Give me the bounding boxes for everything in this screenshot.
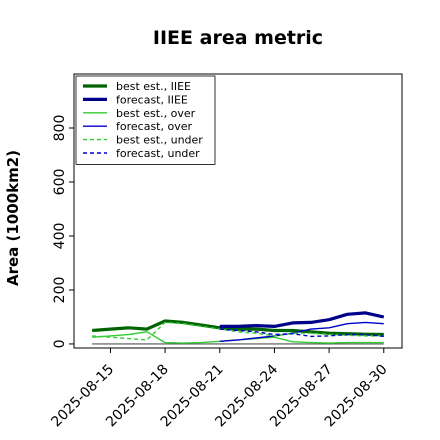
legend-label: forecast, IIEE bbox=[116, 93, 188, 106]
series-layer bbox=[92, 311, 385, 345]
series-line-2 bbox=[219, 311, 385, 328]
legend-label: best est., over bbox=[116, 107, 196, 120]
y-tick-label: 800 bbox=[52, 115, 68, 142]
legend-label: forecast, under bbox=[116, 147, 200, 160]
x-axis: 2025-08-152025-08-182025-08-212025-08-24… bbox=[48, 348, 391, 430]
legend-label: forecast, over bbox=[116, 120, 192, 133]
y-tick-label: 400 bbox=[52, 223, 68, 250]
chart-title: IIEE area metric bbox=[153, 27, 323, 49]
y-tick-label: 200 bbox=[52, 277, 68, 304]
y-tick-label: 600 bbox=[52, 169, 68, 196]
legend-label: best est., IIEE bbox=[116, 80, 191, 93]
legend-box bbox=[75, 75, 216, 165]
series-line-1 bbox=[92, 319, 384, 337]
y-tick-label: 0 bbox=[52, 339, 68, 348]
legend-label: best est., under bbox=[116, 134, 203, 147]
series-line-4 bbox=[219, 321, 384, 342]
y-axis: 0 200 400 600 800 bbox=[52, 115, 74, 348]
y-axis-label: Area (1000km2) bbox=[4, 150, 22, 286]
